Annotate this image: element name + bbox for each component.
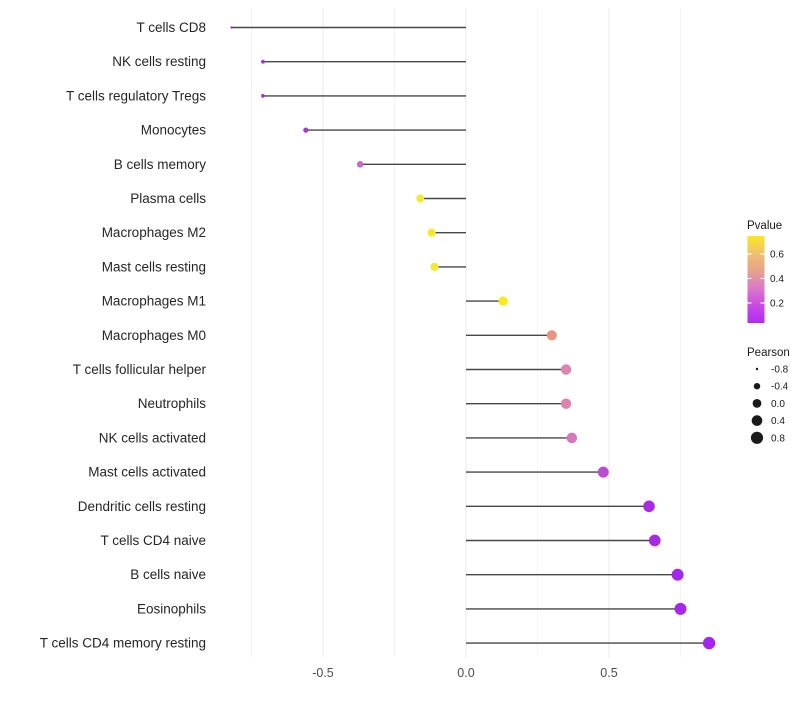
y-axis-label: T cells regulatory Tregs [66, 88, 206, 103]
pvalue-legend-title: Pvalue [747, 220, 782, 232]
pearson-legend-dot [755, 367, 759, 371]
pvalue-legend-tick-label: 0.6 [770, 250, 784, 261]
lollipop-dot [648, 534, 661, 547]
y-axis-label: T cells CD8 [136, 20, 206, 35]
lollipop-dot [261, 94, 265, 98]
lollipop-dot [430, 262, 439, 272]
pearson-legend-label: 0.4 [771, 416, 785, 427]
pvalue-legend-tick-label: 0.4 [770, 274, 784, 285]
y-axis-label: NK cells activated [99, 430, 206, 445]
lollipop-dot [560, 364, 572, 375]
lollipop-dot [566, 432, 578, 444]
lollipop-dot [356, 160, 364, 168]
y-axis-label: Monocytes [141, 123, 207, 138]
y-axis-label: Eosinophils [137, 601, 206, 616]
y-axis-label: Mast cells activated [88, 465, 206, 480]
y-axis-label: Mast cells resting [102, 259, 206, 274]
y-axis-label: Macrophages M0 [102, 328, 206, 343]
y-axis-label: Macrophages M1 [102, 294, 206, 309]
pvalue-legend-tick-label: 0.2 [770, 299, 784, 310]
pearson-legend-dot [752, 399, 762, 408]
x-axis-tick-label: 0.0 [457, 666, 474, 680]
y-axis-label: T cells follicular helper [73, 362, 207, 377]
pearson-legend-dot [753, 382, 761, 390]
x-axis-tick-label: 0.5 [600, 666, 617, 680]
lollipop-dot [674, 602, 687, 615]
lollipop-dot [261, 59, 265, 64]
pearson-legend-label: 0.0 [771, 399, 785, 410]
y-axis-label: T cells CD4 naive [100, 533, 206, 548]
y-axis-label: NK cells resting [112, 54, 206, 69]
lollipop-dot [303, 127, 309, 133]
lollipop-dot [427, 228, 436, 237]
pearson-legend-dot [750, 431, 764, 444]
pearson-legend-title: Pearson [747, 347, 790, 359]
y-axis-label: T cells CD4 memory resting [40, 636, 206, 651]
lollipop-dot [597, 466, 609, 478]
y-axis-label: Dendritic cells resting [78, 499, 206, 514]
lollipop-dot [671, 568, 684, 581]
x-axis-tick-label: -0.5 [312, 666, 334, 680]
pearson-legend-dot [751, 415, 763, 426]
pvalue-gradient-bar [747, 236, 765, 323]
lollipop-dot [546, 330, 557, 341]
pearson-legend-label: -0.4 [771, 382, 789, 393]
lollipop-dot [230, 26, 233, 29]
y-axis-label: Plasma cells [130, 191, 206, 206]
lollipop-dot [416, 194, 425, 203]
lollipop-dot [560, 398, 572, 409]
lollipop-dot [643, 500, 655, 513]
y-axis-label: Macrophages M2 [102, 225, 206, 240]
y-axis-label: B cells memory [114, 157, 207, 172]
pearson-legend-label: -0.8 [771, 365, 789, 376]
y-axis-label: B cells naive [130, 567, 206, 582]
lollipop-dot [498, 296, 508, 306]
pearson-legend-label: 0.8 [771, 433, 785, 444]
y-axis-label: Neutrophils [138, 396, 207, 411]
lollipop-dot [702, 636, 716, 650]
